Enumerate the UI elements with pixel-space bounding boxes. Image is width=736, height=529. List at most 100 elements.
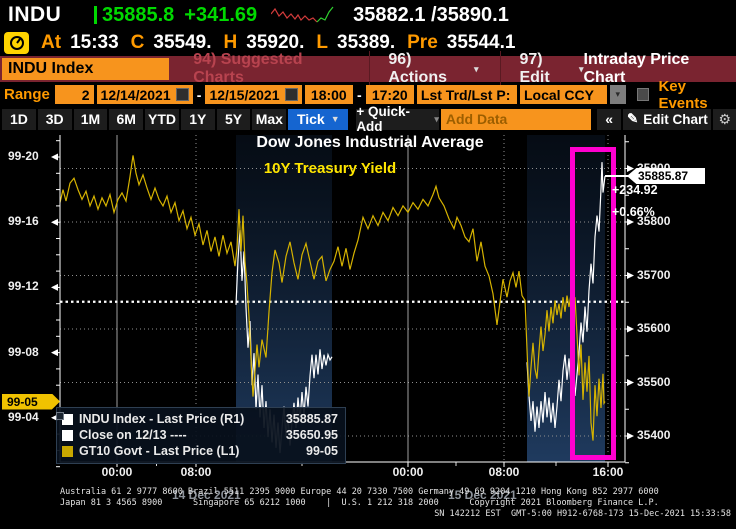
intraday-stats-row: At 15:33 C 35549. H 35920. L 35389. Pre …: [0, 30, 736, 56]
yield-last-price-axis-tag: 99-05: [2, 393, 60, 410]
key-events-label: Key Events: [658, 77, 708, 112]
chevron-down-icon: ▼: [330, 114, 340, 124]
collapse-panel-button[interactable]: «: [596, 108, 622, 130]
tick-tab-label: Tick: [296, 111, 325, 127]
close-stat-label: C: [130, 32, 145, 53]
currency-select[interactable]: Local CCY: [519, 85, 607, 104]
chevron-down-icon: ▾: [434, 113, 439, 124]
range-settings-row: Range 2 12/14/2021 - 12/15/2021 18:00 - …: [0, 78, 736, 112]
chevron-down-icon: ▾: [615, 89, 621, 99]
legend-value: 35650.95: [285, 428, 338, 442]
legend-swatch-white: [62, 413, 73, 425]
actions-menu-button[interactable]: 96) Actions ▾: [369, 51, 478, 87]
range-value-field[interactable]: 2: [54, 85, 94, 104]
sparkline-up-segment: [316, 6, 334, 23]
edit-menu-label: 97) Edit: [519, 51, 550, 86]
legend-swatch-gold: [62, 445, 73, 457]
pencil-icon: ✎: [626, 111, 639, 126]
yax-left-label: 99-16: [8, 214, 39, 229]
low-stat-label: L: [316, 32, 328, 53]
yax-right-label: 35600: [637, 321, 671, 335]
calendar-icon[interactable]: [175, 88, 189, 101]
high-stat-value: 35920.: [246, 32, 305, 53]
tab-1d[interactable]: 1D: [2, 108, 36, 130]
tab-max[interactable]: Max: [252, 108, 287, 130]
close-stat-value: 35549.: [153, 32, 212, 53]
period-tabs-row: 1D 3D 1M 6M YTD 1Y 5Y Max Tick ▼ + Quick…: [0, 104, 736, 134]
time-separator: -: [356, 86, 362, 103]
yax-right-label: 35800: [637, 214, 671, 228]
yax-left-label: 99-12: [8, 279, 39, 294]
tab-6m[interactable]: 6M: [109, 108, 144, 130]
add-data-input[interactable]: [440, 108, 591, 130]
legend-expander-icon[interactable]: [56, 412, 64, 420]
tab-5y[interactable]: 5Y: [216, 108, 251, 130]
currency-caret-button[interactable]: ▾: [609, 85, 626, 104]
tab-ytd[interactable]: YTD: [145, 108, 179, 130]
yax-left-label: 99-08: [8, 344, 39, 359]
calendar-icon[interactable]: [284, 88, 298, 101]
tab-3d[interactable]: 3D: [37, 108, 72, 130]
quick-add-label: + Quick-Add: [356, 104, 410, 134]
xax-date-label: 15 Dec 2021: [448, 488, 517, 502]
xax-time-label: 08:00: [488, 465, 520, 479]
at-time: 15:33: [70, 32, 119, 53]
tab-tick-selected[interactable]: Tick ▼: [288, 108, 349, 130]
suggested-charts-button[interactable]: 94) Suggested Charts: [193, 51, 303, 86]
change-points: +234.92: [612, 183, 658, 197]
change-annotation: +234.92 +0.66%: [612, 179, 658, 223]
ticker-symbol: INDU: [8, 3, 62, 26]
price-tick-bar: [94, 6, 97, 24]
key-events-checkbox[interactable]: [636, 88, 650, 101]
function-toolbar: INDU Index 94) Suggested Charts 96) Acti…: [0, 51, 736, 87]
last-price-leader-line: [605, 175, 629, 178]
high-stat-label: H: [223, 32, 238, 53]
time-from-field[interactable]: 18:00: [304, 85, 353, 104]
legend-value: 35885.87: [285, 412, 338, 426]
footer-terminal-id-line: SN 142212 EST GMT-5:00 H912-6768-173 15-…: [434, 509, 731, 519]
range-label: Range: [4, 86, 50, 103]
function-title: Intraday Price Chart: [583, 51, 690, 86]
legend-row-gt10[interactable]: GT10 Govt - Last Price (L1) 99-05: [62, 443, 338, 459]
legend-row-close[interactable]: Close on 12/13 ---- 35650.95: [62, 427, 338, 443]
chart-settings-gear-button[interactable]: ⚙: [713, 108, 736, 130]
security-field[interactable]: INDU Index: [2, 58, 170, 80]
footer-copyright-line: Japan 81 3 4565 8900 Singapore 65 6212 1…: [60, 498, 659, 508]
yax-right-label: 35700: [637, 267, 671, 282]
chart-legend[interactable]: INDU Index - Last Price (R1) 35885.87 Cl…: [56, 407, 346, 464]
yax-right-label: 35500: [637, 374, 671, 389]
quick-add-button[interactable]: + Quick-Add ▾: [356, 104, 439, 134]
xax-date-label: 14 Dec 2021: [172, 488, 241, 502]
tab-1m[interactable]: 1M: [73, 108, 108, 130]
footer-phone-line: Australia 61 2 9777 8600 Brazil 5511 239…: [60, 487, 659, 497]
xax-time-label: 16:00: [592, 465, 624, 479]
legend-label: Close on 12/13 ----: [79, 428, 187, 442]
legend-label: GT10 Govt - Last Price (L1): [79, 444, 240, 458]
actions-menu-label: 96) Actions: [388, 51, 447, 86]
prev-stat-label: Pre: [407, 32, 438, 53]
date-to-field[interactable]: 12/15/2021: [205, 85, 302, 104]
gear-icon: ⚙: [718, 110, 732, 127]
change-percent: +0.66%: [612, 205, 655, 219]
price-mode-field[interactable]: Lst Trd/Lst P:: [416, 85, 517, 104]
at-label: At: [41, 32, 62, 53]
price-sparkline: [271, 6, 334, 23]
date-from-value: 12/14/2021: [100, 86, 171, 103]
legend-row-indu[interactable]: INDU Index - Last Price (R1) 35885.87: [62, 411, 338, 427]
quote-header-row: INDU 35885.8 +341.69 35882.1 /35890.1: [0, 0, 736, 30]
bid-ask-quote: 35882.1 /35890.1: [353, 3, 509, 26]
legend-value: 99-05: [306, 444, 338, 458]
tab-1y[interactable]: 1Y: [180, 108, 215, 130]
edit-chart-button[interactable]: ✎ Edit Chart: [623, 108, 712, 130]
yax-left-label: 99-20: [8, 149, 39, 163]
prev-stat-value: 35544.1: [446, 32, 516, 53]
chart-subtitle: 10Y Treasury Yield: [263, 160, 397, 177]
market-status-gauge-icon[interactable]: [4, 32, 29, 54]
edit-chart-label: Edit Chart: [643, 111, 708, 127]
edit-menu-button[interactable]: 97) Edit ▾: [500, 51, 584, 87]
time-to-field[interactable]: 17:20: [365, 85, 414, 104]
price-change: +341.69: [184, 3, 258, 26]
date-from-field[interactable]: 12/14/2021: [96, 85, 193, 104]
yax-left-label: 99-04: [8, 409, 39, 424]
